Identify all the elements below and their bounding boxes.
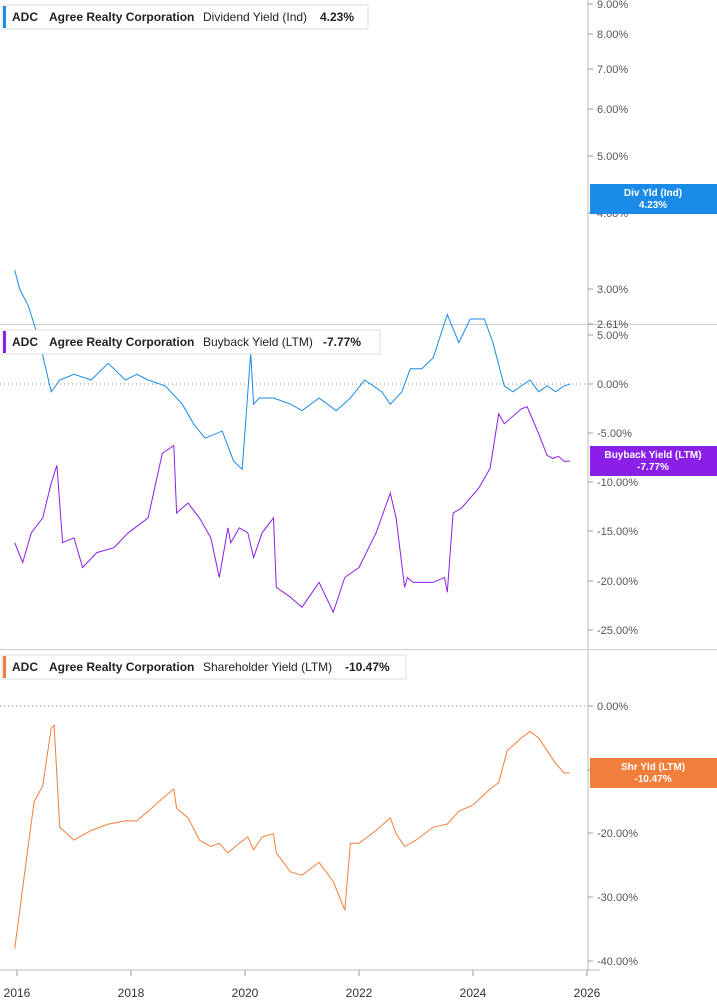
x-tick-label: 2018 [118, 986, 145, 1000]
legend-company: Agree Realty Corporation [49, 10, 194, 24]
x-tick-label: 2020 [232, 986, 259, 1000]
y-tick-label: 3.00% [597, 284, 628, 296]
y-tick-label: 7.00% [597, 64, 628, 76]
y-tick-label: -10.00% [597, 477, 638, 489]
legend-latest-value: 4.23% [320, 10, 354, 24]
value-flag-panel-1: Div Yld (Ind) 4.23% [590, 184, 717, 214]
y-axis-panel-1: 9.00%8.00%7.00%6.00%5.00%4.00%3.00%2.61% [588, 0, 628, 331]
y-tick-label: 9.00% [597, 0, 628, 11]
value-flag-panel-3: Shr Yld (LTM) -10.47% [590, 758, 717, 788]
y-tick-label: 0.00% [597, 701, 628, 713]
y-tick-label: 8.00% [597, 29, 628, 41]
panel-dividend-yield: 9.00%8.00%7.00%6.00%5.00%4.00%3.00%2.61%… [1, 0, 717, 471]
y-tick-label: 5.00% [597, 330, 628, 342]
legend-metric: Dividend Yield (Ind) [203, 10, 307, 24]
y-tick-label: -30.00% [597, 892, 638, 904]
legend-box-panel-2: ADC Agree Realty Corporation Buyback Yie… [1, 329, 381, 355]
series-line-buyback-yield [14, 406, 570, 614]
panel-shareholder-yield: 0.00%-10.00%-20.00%-30.00%-40.00% ADC Ag… [1, 654, 717, 968]
y-tick-label: 6.00% [597, 104, 628, 116]
flag-label: Buyback Yield (LTM) [604, 450, 701, 461]
x-tick-label: 2026 [574, 986, 601, 1000]
legend-color-bar [3, 331, 6, 353]
y-tick-label: -15.00% [597, 526, 638, 538]
y-tick-label: 5.00% [597, 151, 628, 163]
legend-company: Agree Realty Corporation [49, 660, 194, 674]
y-tick-label: -20.00% [597, 576, 638, 588]
flag-value: 4.23% [639, 200, 667, 211]
y-axis-panel-3: 0.00%-10.00%-20.00%-30.00%-40.00% [588, 701, 638, 968]
panel-buyback-yield: 5.00% 0.00% -5.00% -10.00% -15.00% -20.00% -25… [1, 329, 717, 637]
flag-label: Div Yld (Ind) [624, 188, 682, 199]
legend-box-panel-3: ADC Agree Realty Corporation Shareholder… [1, 654, 407, 680]
flag-value: -10.47% [634, 774, 671, 785]
legend-color-bar [3, 6, 6, 28]
y-tick-label: -20.00% [597, 828, 638, 840]
y-tick-label: -25.00% [597, 625, 638, 637]
series-line-dividend-yield [14, 269, 571, 471]
legend-metric: Buyback Yield (LTM) [203, 335, 313, 349]
legend-ticker: ADC [12, 660, 38, 674]
series-line-shareholder-yield [14, 724, 570, 949]
legend-color-bar [3, 656, 6, 678]
flag-label: Shr Yld (LTM) [621, 762, 685, 773]
legend-ticker: ADC [12, 335, 38, 349]
legend-ticker: ADC [12, 10, 38, 24]
value-flag-panel-2: Buyback Yield (LTM) -7.77% [590, 446, 717, 476]
x-axis: 2016 2018 2020 2022 2024 2026 [4, 970, 601, 1000]
y-tick-label: -5.00% [597, 428, 632, 440]
legend-box-panel-1: ADC Agree Realty Corporation Dividend Yi… [1, 4, 369, 30]
y-tick-label: 2.61% [597, 319, 628, 331]
x-tick-label: 2016 [4, 986, 31, 1000]
y-tick-label: -40.00% [597, 956, 638, 968]
legend-metric: Shareholder Yield (LTM) [203, 660, 332, 674]
x-tick-label: 2022 [346, 986, 373, 1000]
y-tick-label: 0.00% [597, 379, 628, 391]
flag-value: -7.77% [637, 462, 669, 473]
x-tick-label: 2024 [460, 986, 487, 1000]
y-axis-panel-2: 5.00% 0.00% -5.00% -10.00% -15.00% -20.00% -25… [588, 330, 638, 637]
legend-company: Agree Realty Corporation [49, 335, 194, 349]
legend-latest-value: -7.77% [323, 335, 361, 349]
legend-latest-value: -10.47% [345, 660, 390, 674]
